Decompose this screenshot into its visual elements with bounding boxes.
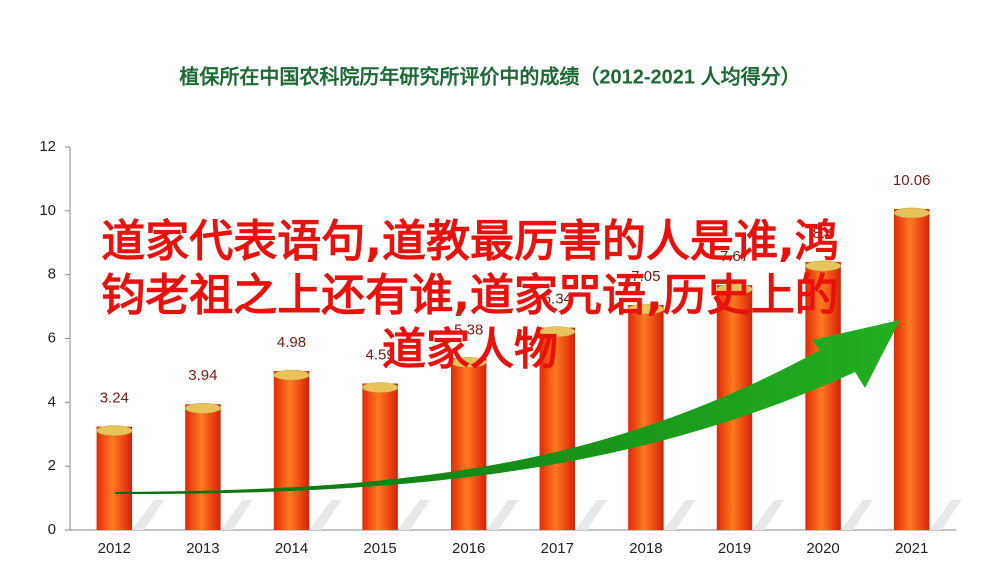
chart-title: 植保所在中国农科院历年研究所评价中的成绩（2012-2021 人均得分） (179, 64, 800, 88)
bar (539, 327, 576, 530)
value-label: 5.38 (454, 321, 483, 338)
bar-shadow (575, 500, 608, 530)
bar-cap (273, 369, 310, 381)
bar-shadow (929, 500, 962, 530)
value-label: 10.06 (893, 172, 931, 189)
bar (96, 426, 133, 530)
bar (273, 371, 310, 530)
y-tick-label: 4 (48, 393, 56, 410)
x-tick-label: 2013 (186, 540, 219, 557)
y-tick-label: 0 (48, 521, 56, 538)
bar (450, 358, 487, 530)
trend-arrow (115, 320, 900, 495)
bar-cap (184, 402, 221, 414)
bar (805, 261, 841, 530)
bar-shadow (397, 500, 430, 530)
x-tick-label: 2016 (452, 540, 485, 557)
x-tick-label: 2012 (98, 540, 131, 557)
x-tick-label: 2020 (806, 540, 839, 557)
value-label: 4.98 (277, 334, 306, 351)
y-tick-label: 10 (39, 202, 56, 219)
bar-cap (539, 326, 576, 337)
value-label: 7.67 (720, 248, 749, 265)
x-tick-label: 2021 (895, 540, 928, 557)
bar-shadow (840, 500, 873, 530)
value-label: 7.05 (631, 268, 660, 285)
bar-cap (627, 303, 664, 315)
bar-cap (805, 260, 842, 272)
x-tick-label: 2019 (718, 540, 751, 557)
bar-shadow (663, 500, 696, 530)
value-label: 4.59 (365, 346, 394, 363)
bar (893, 208, 930, 530)
value-label: 3.94 (188, 367, 217, 384)
bar-cap (893, 207, 930, 219)
bar (362, 383, 398, 530)
bar-cap (716, 283, 753, 295)
bar-shadow (486, 500, 519, 530)
bar-cap (362, 382, 399, 393)
value-label: 3.24 (100, 390, 129, 407)
overlay-text: 道家代表语句,道教最厉害的人是谁,鸿 (101, 216, 838, 267)
overlay-text: 道家人物 (382, 324, 558, 375)
y-tick-label: 2 (48, 457, 56, 474)
bar-cap (96, 425, 133, 436)
bar-shadow (752, 500, 785, 530)
bar (185, 404, 221, 530)
x-tick-label: 2018 (629, 540, 662, 557)
y-tick-label: 6 (48, 329, 56, 346)
x-tick-label: 2017 (541, 540, 574, 557)
bar-shadow (132, 500, 165, 530)
y-tick-label: 8 (48, 266, 56, 283)
value-label: 6.34 (543, 291, 572, 308)
x-tick-label: 2015 (363, 540, 396, 557)
y-tick-label: 12 (39, 138, 56, 155)
overlay-text: 钧老祖之上还有谁,道家咒语,历史上的 (101, 270, 838, 321)
x-tick-label: 2014 (275, 540, 308, 557)
bar (628, 304, 664, 530)
bar-shadow (220, 500, 253, 530)
bar-shadow (309, 500, 342, 530)
bar-cap (450, 357, 487, 368)
value-label: 8.4 (813, 225, 834, 242)
